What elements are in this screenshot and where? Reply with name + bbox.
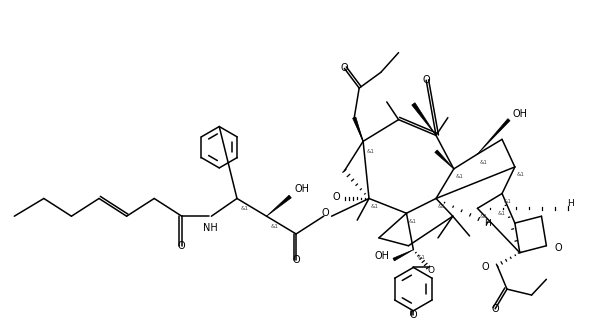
Text: &1: &1 — [438, 204, 446, 209]
Text: H: H — [567, 199, 573, 208]
Text: OH: OH — [294, 184, 309, 194]
Text: &1: &1 — [418, 255, 425, 260]
Text: &1: &1 — [498, 211, 506, 216]
Text: O: O — [554, 243, 562, 253]
Text: &1: &1 — [270, 223, 278, 229]
Text: &1: &1 — [479, 159, 487, 165]
Text: &1: &1 — [504, 199, 512, 204]
Text: O: O — [292, 255, 300, 265]
Text: O: O — [341, 63, 348, 73]
Polygon shape — [478, 118, 510, 154]
Text: O: O — [322, 208, 330, 218]
Text: O: O — [428, 266, 435, 275]
Text: O: O — [178, 241, 185, 251]
Text: &1: &1 — [479, 214, 487, 219]
Text: O: O — [482, 262, 489, 272]
Text: H: H — [484, 219, 491, 228]
Polygon shape — [353, 117, 363, 141]
Text: O: O — [491, 304, 499, 314]
Text: &1: &1 — [408, 219, 416, 224]
Text: &1: &1 — [371, 204, 379, 209]
Polygon shape — [411, 103, 436, 136]
Text: &1: &1 — [367, 149, 375, 154]
Text: OH: OH — [513, 109, 528, 119]
Text: O: O — [410, 310, 417, 320]
Text: O: O — [422, 75, 430, 85]
Text: OH: OH — [375, 251, 390, 260]
Text: NH: NH — [203, 223, 218, 233]
Text: &1: &1 — [517, 172, 525, 177]
Text: &1: &1 — [241, 206, 249, 211]
Text: O: O — [333, 192, 341, 202]
Polygon shape — [435, 150, 454, 169]
Polygon shape — [267, 195, 291, 216]
Text: &1: &1 — [456, 174, 464, 179]
Polygon shape — [393, 250, 413, 261]
